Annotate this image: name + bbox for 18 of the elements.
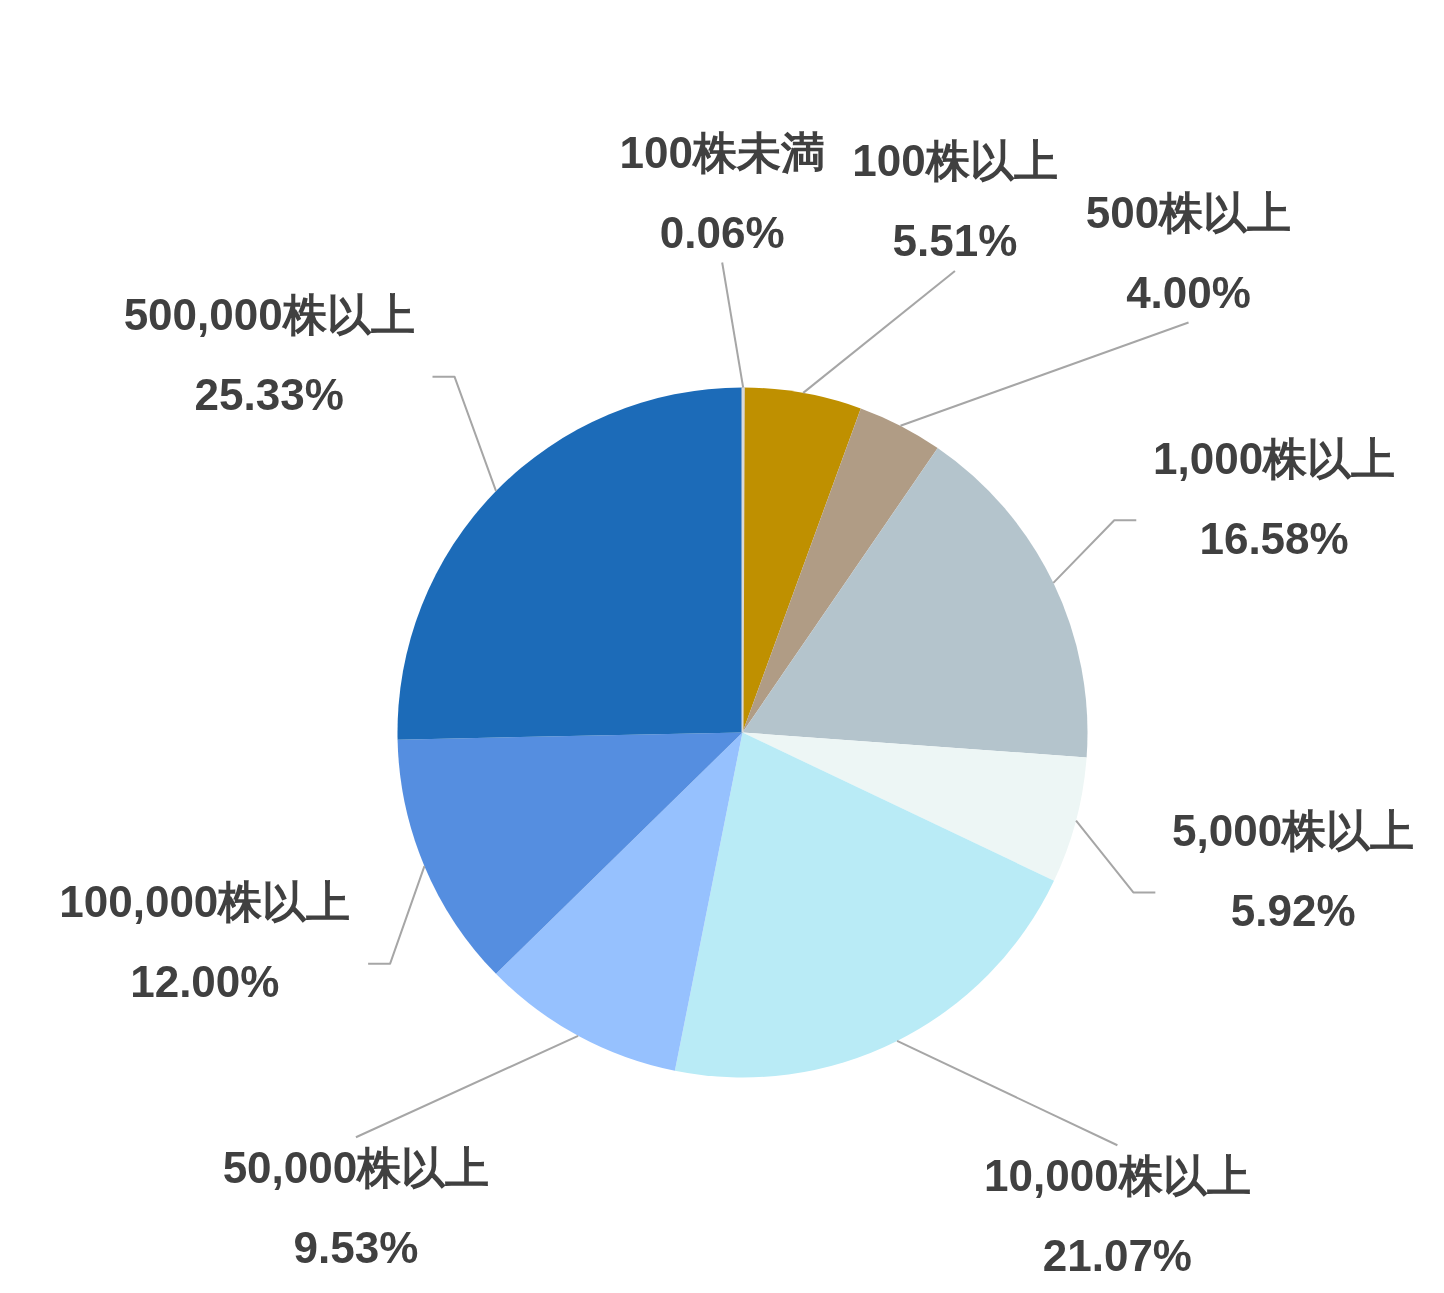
- data-label: 12.00%: [130, 957, 280, 1007]
- data-label: 9.53%: [293, 1222, 419, 1272]
- data-label: 25.33%: [194, 370, 344, 420]
- slice-label: 100株未満: [619, 128, 825, 177]
- data-label: 4.00%: [1126, 267, 1251, 317]
- slice-label: 10,000株以上: [984, 1150, 1251, 1200]
- slice-label: 1,000株以上: [1153, 433, 1396, 483]
- data-label: 5.51%: [892, 216, 1018, 266]
- data-label: 5.92%: [1230, 885, 1356, 935]
- data-label: 0.06%: [659, 208, 785, 257]
- slice-label: 50,000株以上: [222, 1142, 490, 1192]
- slice-label: 500株以上: [1085, 187, 1292, 237]
- slice-label: 5,000株以上: [1172, 805, 1415, 855]
- data-label: 21.07%: [1042, 1230, 1192, 1280]
- data-label: 16.58%: [1199, 513, 1349, 563]
- slice-label: 100,000株以上: [59, 877, 351, 927]
- slice-label: 100株以上: [852, 136, 1058, 186]
- slice-label: 500,000株以上: [123, 290, 415, 340]
